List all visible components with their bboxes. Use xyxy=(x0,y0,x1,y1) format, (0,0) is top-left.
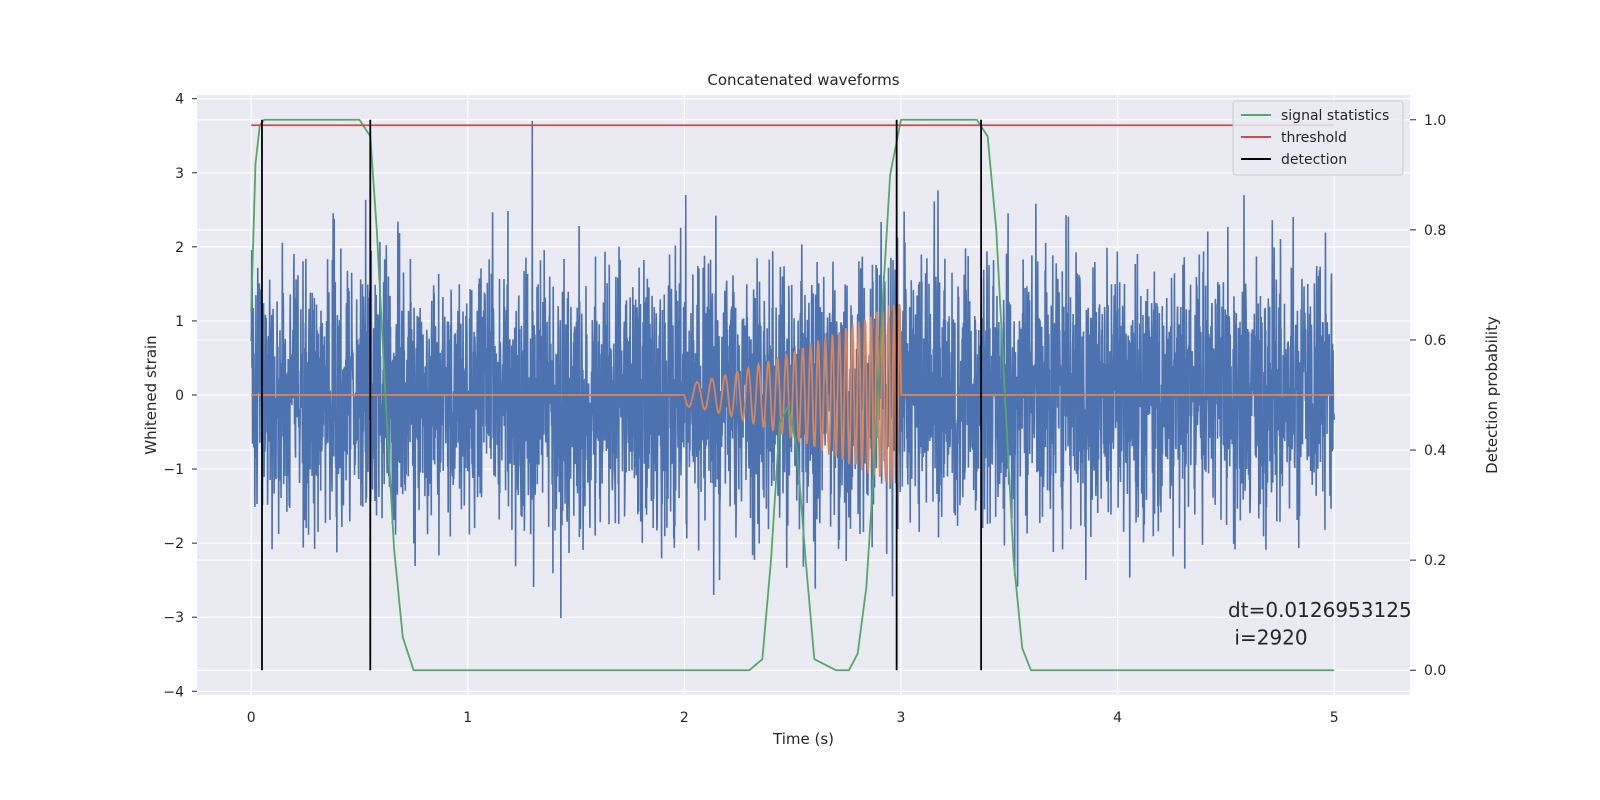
x-tick-label: 0 xyxy=(247,710,256,726)
x-tick-label: 4 xyxy=(1113,710,1122,726)
y-right-tick-label: 0.0 xyxy=(1424,663,1446,679)
annotation-dt: dt=0.0126953125 xyxy=(1228,598,1412,622)
y-left-tick-label: 0 xyxy=(175,388,184,404)
annotations: dt=0.0126953125 i=2920 xyxy=(1228,598,1412,649)
y-left-tick-label: −3 xyxy=(163,610,184,626)
y-left-tick-label: −4 xyxy=(163,684,184,700)
y-right-tick-label: 0.8 xyxy=(1424,223,1446,239)
y-left-tick-label: 3 xyxy=(175,166,184,182)
tick-labels: 0 1 2 3 4 5 −4 −3 −2 −1 0 1 2 3 4 0.0 0.2 0.4 0.6 0.8 1.0 xyxy=(163,92,1446,726)
y-left-tick-label: −2 xyxy=(163,536,184,552)
x-tick-label: 3 xyxy=(897,710,906,726)
legend-box xyxy=(1232,100,1404,176)
annotation-i: i=2920 xyxy=(1228,626,1308,650)
y-right-tick-label: 0.4 xyxy=(1424,443,1446,459)
series-layer xyxy=(250,118,1335,672)
series-chirp-line xyxy=(251,304,1335,486)
y-left-tick-label: 4 xyxy=(175,92,184,108)
x-tick-label: 2 xyxy=(680,710,689,726)
y-left-tick-label: 1 xyxy=(175,314,184,330)
left-y-axis-label: Whitened strain xyxy=(142,335,160,454)
y-left-tick-label: 2 xyxy=(175,240,184,256)
legend-label-signal-statistics: signal statistics xyxy=(1281,108,1389,124)
legend-label-threshold: threshold xyxy=(1281,130,1347,146)
chart-title: Concatenated waveforms xyxy=(707,71,899,89)
legend: signal statistics threshold detection xyxy=(1232,100,1404,176)
y-right-tick-label: 1.0 xyxy=(1424,113,1446,129)
y-right-tick-label: 0.6 xyxy=(1424,333,1446,349)
right-y-axis-label: Detection probability xyxy=(1483,316,1501,474)
x-tick-label: 5 xyxy=(1330,710,1339,726)
legend-label-detection: detection xyxy=(1281,152,1347,168)
x-axis-label: Time (s) xyxy=(772,730,834,748)
x-tick-label: 1 xyxy=(463,710,472,726)
y-right-tick-label: 0.2 xyxy=(1424,553,1446,569)
y-left-tick-label: −1 xyxy=(163,462,184,478)
